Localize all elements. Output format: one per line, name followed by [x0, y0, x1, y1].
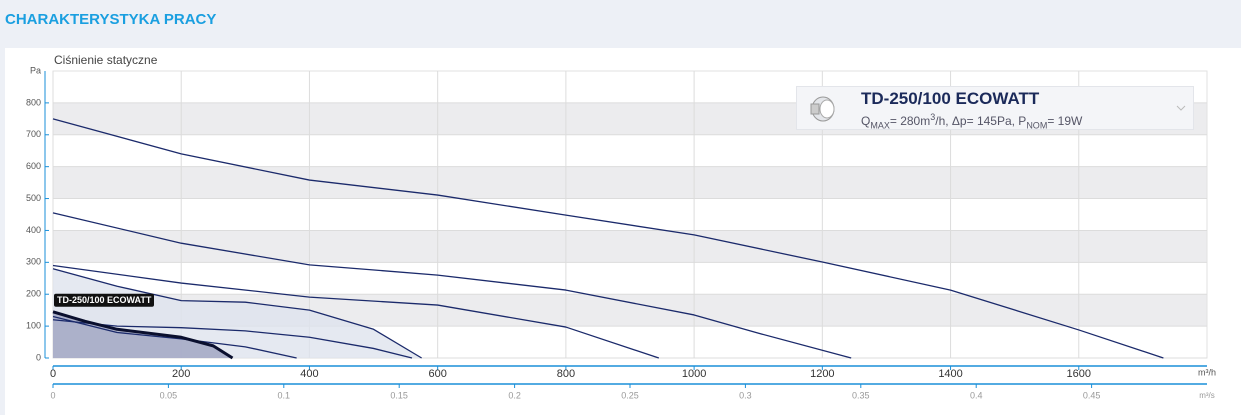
y-axis-title: Ciśnienie statyczne	[54, 53, 158, 67]
x2-tick-label: 0.35	[852, 390, 870, 400]
y-tick-label: 200	[26, 289, 41, 299]
product-icon	[810, 96, 835, 122]
curve	[52, 268, 422, 359]
x-tick-label: 400	[300, 368, 318, 380]
curve	[52, 118, 1164, 359]
x-unit: m³/h	[1198, 367, 1216, 377]
x-tick-label: 800	[557, 368, 575, 380]
x-tick-label: 1200	[810, 368, 834, 380]
x2-tick-label: 0.25	[621, 390, 639, 400]
x2-tick-label: 0.2	[508, 390, 521, 400]
x-tick-label: 600	[428, 368, 446, 380]
y-unit: Pa	[30, 65, 41, 75]
y-tick-label: 300	[26, 257, 41, 267]
band	[53, 166, 1207, 199]
y-tick-label: 400	[26, 225, 41, 235]
spec: MAX	[870, 120, 890, 131]
x2-tick-label: 0.05	[160, 390, 178, 400]
spec: NOM	[1026, 120, 1048, 131]
curve	[52, 319, 413, 359]
series-label: TD-250/100 ECOWATT	[57, 295, 152, 305]
x2-tick-label: 0.45	[1083, 390, 1101, 400]
x-tick-label: 1600	[1067, 368, 1091, 380]
y-tick-label: 100	[26, 320, 41, 330]
chevron	[1176, 105, 1186, 111]
x2-tick-label: 0.4	[970, 390, 983, 400]
x2-unit: m³/s	[1199, 391, 1215, 400]
x2-tick-label: 0	[50, 390, 55, 400]
y-tick-label: 800	[26, 97, 41, 107]
curve	[52, 310, 234, 360]
band	[53, 230, 1207, 263]
y-tick-label: 500	[26, 193, 41, 203]
section-title: CHARAKTERYSTYKA PRACY	[5, 11, 217, 28]
x-tick-label: 1400	[938, 368, 962, 380]
spec: Q	[861, 114, 871, 128]
x2-tick-label: 0.1	[278, 390, 291, 400]
product-specs: QMAX= 280m3/h, Δp= 145Pa, PNOM= 19W	[861, 112, 1082, 130]
spec: /h, Δp= 145Pa, P	[935, 114, 1027, 128]
x2-tick-label: 0.15	[390, 390, 408, 400]
curve	[52, 315, 297, 359]
tag-bg	[54, 293, 154, 307]
y-tick-label: 600	[26, 161, 41, 171]
product-title: TD-250/100 ECOWATT	[861, 89, 1040, 108]
product-selector[interactable]: TD-250/100 ECOWATT QMAX= 280m3/h, Δp= 14…	[796, 86, 1194, 130]
series-tag: TD-250/100 ECOWATT	[54, 293, 154, 307]
y-tick-label: 700	[26, 129, 41, 139]
x-tick-label: 200	[172, 368, 190, 380]
x-tick-label: 0	[50, 368, 56, 380]
x-tick-label: 1000	[682, 368, 706, 380]
curve	[52, 212, 852, 359]
curve	[52, 264, 660, 359]
spec: 3	[930, 112, 936, 122]
y-tick-label: 0	[36, 352, 41, 362]
spec: = 280m	[889, 114, 931, 128]
spec: = 19W	[1047, 114, 1083, 128]
x2-tick-label: 0.3	[739, 390, 752, 400]
